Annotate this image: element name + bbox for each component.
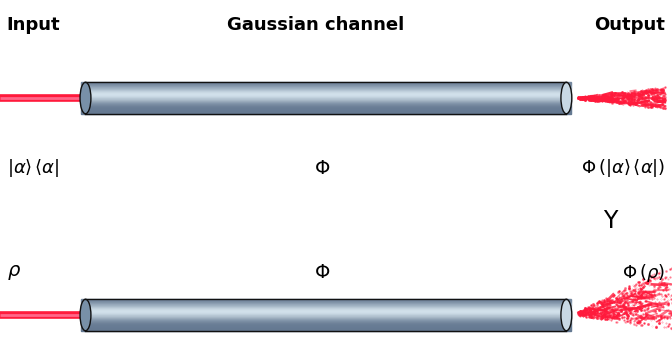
Text: $\rho$: $\rho$ <box>7 264 21 282</box>
Bar <box>81 320 571 321</box>
Bar <box>81 299 571 300</box>
Bar <box>81 323 571 324</box>
Bar <box>81 311 571 312</box>
Text: $\Phi\,(\rho)$: $\Phi\,(\rho)$ <box>622 262 665 284</box>
Text: $|\alpha\rangle\,\langle\alpha|$: $|\alpha\rangle\,\langle\alpha|$ <box>7 157 59 179</box>
Text: $\Phi$: $\Phi$ <box>314 159 331 177</box>
Bar <box>81 97 571 98</box>
Bar <box>81 91 571 92</box>
Text: $\Phi\,(|\alpha\rangle\,\langle\alpha|)$: $\Phi\,(|\alpha\rangle\,\langle\alpha|)$ <box>581 157 665 179</box>
Bar <box>81 310 571 311</box>
Bar <box>81 82 571 83</box>
Ellipse shape <box>80 299 91 331</box>
Bar <box>81 107 571 108</box>
Bar <box>81 85 571 86</box>
Bar <box>81 307 571 308</box>
Bar <box>81 84 571 85</box>
Bar <box>81 308 571 309</box>
Bar <box>81 316 571 317</box>
Bar <box>81 86 571 87</box>
Bar <box>81 330 571 331</box>
Bar <box>81 102 571 103</box>
Ellipse shape <box>561 82 572 114</box>
Bar <box>81 324 571 325</box>
Bar <box>81 90 571 91</box>
Bar <box>81 106 571 107</box>
Bar <box>81 98 571 99</box>
Bar <box>81 112 571 113</box>
Bar <box>81 314 571 315</box>
Bar <box>81 305 571 306</box>
Bar <box>81 113 571 114</box>
Text: $\Upsilon$: $\Upsilon$ <box>603 209 620 232</box>
Bar <box>81 88 571 89</box>
Bar <box>81 326 571 327</box>
Text: Output: Output <box>595 15 665 34</box>
Bar <box>81 327 571 328</box>
Bar <box>81 100 571 101</box>
Bar <box>81 302 571 303</box>
Bar <box>81 318 571 319</box>
Bar <box>81 87 571 88</box>
Bar <box>81 313 571 314</box>
Bar <box>81 321 571 322</box>
Bar <box>81 301 571 302</box>
Bar <box>81 103 571 104</box>
Bar <box>81 319 571 320</box>
Bar <box>81 89 571 90</box>
Bar <box>81 92 571 93</box>
Bar <box>81 317 571 318</box>
Bar <box>81 108 571 109</box>
Bar <box>81 304 571 305</box>
Bar <box>81 315 571 316</box>
Bar <box>81 109 571 110</box>
Bar <box>81 94 571 95</box>
Bar <box>81 110 571 111</box>
Ellipse shape <box>561 299 572 331</box>
Bar <box>81 325 571 326</box>
Bar <box>81 93 571 94</box>
Ellipse shape <box>80 82 91 114</box>
Bar <box>81 312 571 313</box>
Bar <box>81 328 571 329</box>
Bar <box>81 104 571 105</box>
Bar <box>81 105 571 106</box>
Bar <box>81 329 571 330</box>
Bar <box>81 303 571 304</box>
Text: Input: Input <box>7 15 60 34</box>
Bar <box>81 96 571 97</box>
Bar <box>81 318 571 319</box>
Bar <box>81 83 571 84</box>
Bar <box>81 99 571 100</box>
Bar <box>81 95 571 96</box>
Bar <box>81 322 571 323</box>
Bar <box>81 309 571 310</box>
Text: Gaussian channel: Gaussian channel <box>227 15 405 34</box>
Bar <box>81 300 571 301</box>
Bar <box>81 306 571 307</box>
Text: $\Phi$: $\Phi$ <box>314 264 331 282</box>
Bar <box>81 111 571 112</box>
Bar <box>81 94 571 95</box>
